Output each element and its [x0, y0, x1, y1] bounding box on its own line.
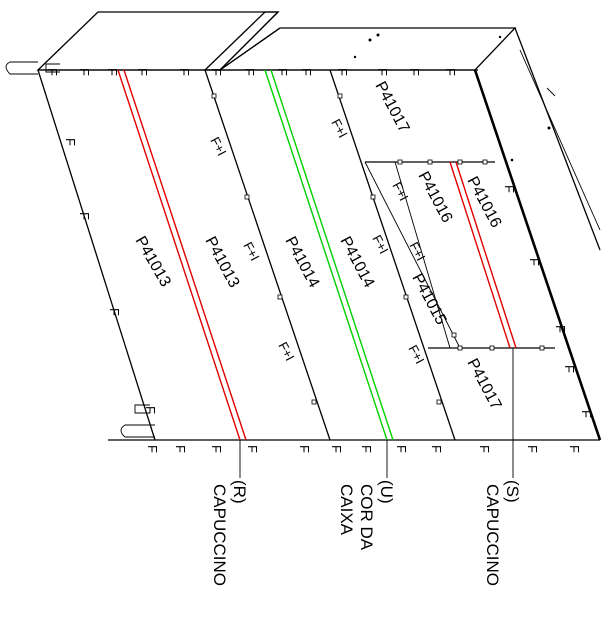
- edge-mark: F: [135, 68, 150, 76]
- joint-label: F+I: [275, 339, 297, 363]
- edge-mark: F: [173, 445, 188, 453]
- panel-labels: P41013 P41013 P41014 P41014 P41017 P4101…: [132, 79, 505, 413]
- edge-mark: F: [107, 308, 122, 316]
- joint-label: F+I: [207, 134, 229, 158]
- edge-mark: F: [394, 445, 409, 453]
- callout-u: (U) COR DA CAIXA: [337, 480, 396, 551]
- edge-mark: F: [209, 445, 224, 453]
- callout-s: (S) CAPUCCINO: [483, 480, 522, 586]
- cabinet-top: [36, 11, 517, 71]
- panel-label-p41014-a: P41014: [281, 234, 322, 291]
- edge-mark: F: [527, 258, 542, 266]
- edge-mark: F: [105, 68, 120, 76]
- callout-u-color-line2: CAIXA: [337, 484, 356, 536]
- edge-mark: F: [562, 365, 577, 373]
- edge-mark: F: [45, 68, 60, 76]
- front-face: [37, 69, 600, 441]
- edge-mark: F: [209, 68, 224, 76]
- callout-s-code: (S): [503, 480, 522, 503]
- edge-marks-right: F F F F F: [502, 185, 594, 418]
- edge-mark: F: [407, 68, 422, 76]
- edge-mark: F: [177, 68, 192, 76]
- panel-label-p41013-a: P41013: [132, 234, 174, 290]
- edge-mark: F: [242, 68, 257, 76]
- edge-mark: F: [145, 445, 160, 453]
- panel-label-p41013-b: P41013: [201, 234, 242, 291]
- panel-label-p41017-top: P41017: [371, 79, 412, 136]
- edge-mark: F: [443, 68, 458, 76]
- callout-u-code: (U): [377, 480, 396, 504]
- callout-s-color: CAPUCCINO: [483, 484, 502, 586]
- fastener-marks: [211, 93, 545, 405]
- callout-r-color: CAPUCCINO: [210, 484, 229, 586]
- edge-mark: F: [375, 68, 390, 76]
- edge-mark: F: [502, 185, 517, 193]
- edge-marks-bottom: F F F F F F F F F F F F: [145, 445, 582, 453]
- edge-mark: F: [143, 406, 158, 414]
- joint-labels: F+I F+I F+I F+I F+I F+I F+I F+I: [207, 116, 428, 366]
- cabinet-feet: [5, 61, 155, 438]
- edge-marks-top: F F F F F F F F F F F F F: [45, 68, 458, 76]
- panel-label-p41016-a: P41016: [414, 169, 455, 226]
- edge-mark: F: [77, 212, 92, 220]
- callout-r-code: (R): [230, 480, 249, 504]
- edge-mark: F: [553, 325, 568, 333]
- edge-mark: F: [299, 68, 314, 76]
- callout-leaders: [239, 348, 514, 478]
- joint-label: F+I: [369, 232, 391, 256]
- edge-mark: F: [579, 410, 594, 418]
- edge-mark: F: [335, 68, 350, 76]
- edge-mark: F: [77, 68, 92, 76]
- edge-band-green-u: [264, 69, 394, 441]
- panel-label-p41017-bottom: P41017: [463, 356, 504, 413]
- callout-r: (R) CAPUCCINO: [210, 480, 249, 586]
- edge-mark: F: [245, 445, 260, 453]
- joint-label: F+I: [406, 239, 428, 263]
- edge-band-red-r: [117, 69, 247, 441]
- edge-mark: F: [359, 445, 374, 453]
- cabinet-right-side: [473, 27, 602, 441]
- edge-mark: F: [525, 445, 540, 453]
- edge-mark: F: [329, 445, 344, 453]
- edge-mark: F: [477, 445, 492, 453]
- edge-marks-left: F F F F: [63, 138, 158, 414]
- edge-mark: F: [63, 138, 78, 146]
- joint-label: F+I: [240, 239, 262, 263]
- joint-label: F+I: [405, 342, 427, 366]
- edge-mark: F: [297, 445, 312, 453]
- edge-band-red-s: [449, 161, 517, 349]
- joint-label: F+I: [389, 179, 411, 203]
- edge-mark: F: [429, 445, 444, 453]
- edge-mark: F: [275, 68, 290, 76]
- callout-u-color-line1: COR DA: [357, 484, 376, 551]
- edge-mark: F: [567, 445, 582, 453]
